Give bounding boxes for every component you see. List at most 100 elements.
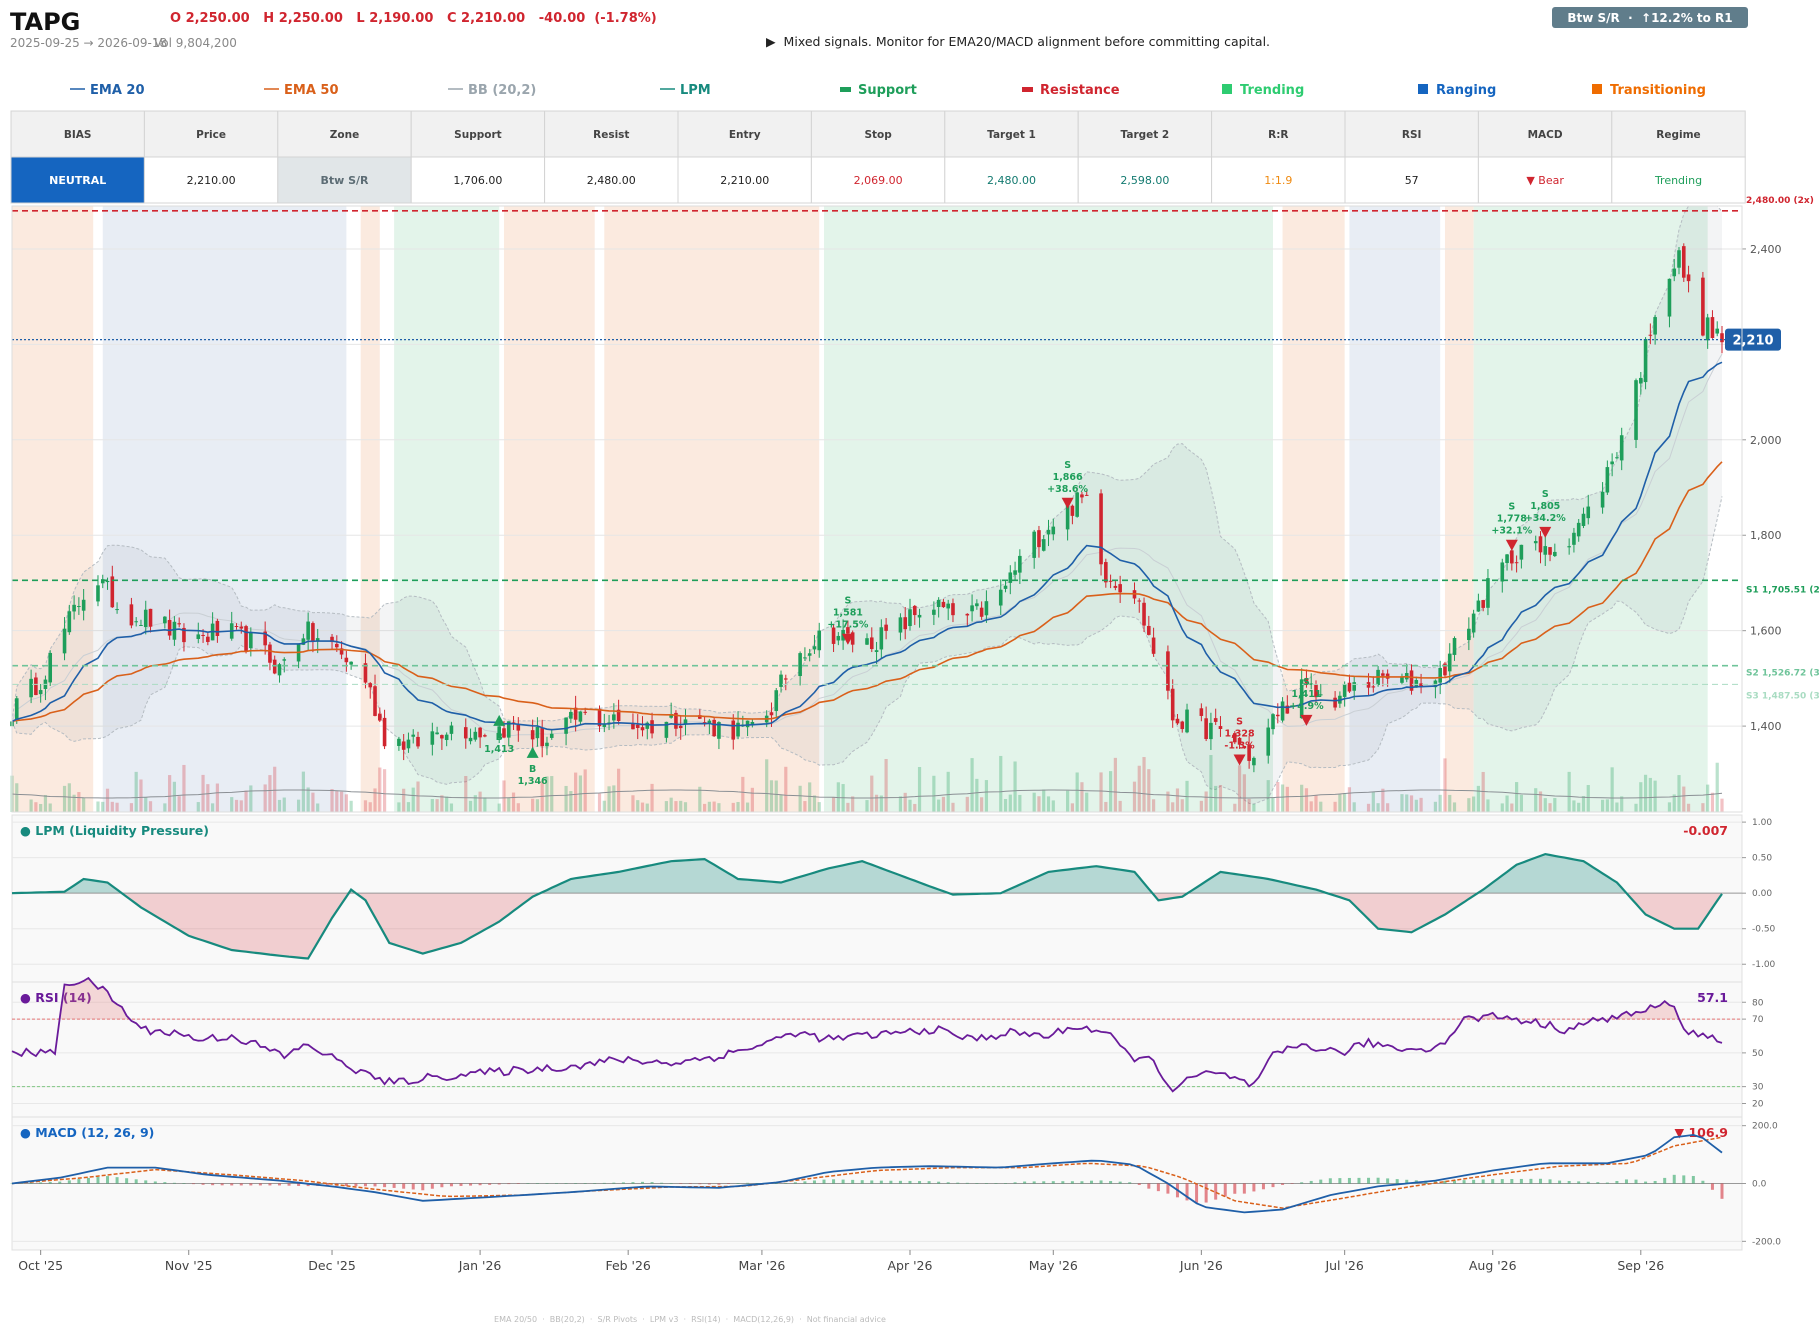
candle — [1638, 372, 1643, 395]
legend-item-trending: Trending — [1222, 83, 1304, 98]
candle — [984, 590, 989, 623]
macd-histogram-bar — [870, 1180, 874, 1184]
legend-item-ranging: Ranging — [1418, 83, 1496, 98]
summary-col-support: Support 1,706.00 — [410, 110, 546, 204]
macd-histogram-bar — [1605, 1182, 1609, 1184]
volume-bar — [612, 785, 616, 812]
macd-panel: 200.00.0-200.0● MACD (12, 26, 9) ▼ 106.9 — [10, 1116, 1781, 1251]
volume-bar — [1519, 794, 1523, 812]
volume-bar — [397, 802, 401, 812]
candle — [478, 727, 482, 749]
macd-histogram-bar — [1023, 1181, 1027, 1184]
macd-histogram-bar — [297, 1183, 301, 1186]
volume-bar — [440, 795, 444, 812]
candle — [1686, 265, 1691, 293]
summary-header-cell — [1077, 110, 1213, 158]
volume-bar — [244, 790, 248, 812]
candle — [640, 716, 645, 737]
macd-histogram-bar — [1300, 1182, 1304, 1184]
volume-bar — [1682, 786, 1686, 812]
volume-bar — [650, 783, 654, 812]
macd-histogram-bar — [1653, 1180, 1657, 1184]
macd-histogram-bar — [698, 1183, 702, 1185]
candle-body — [745, 720, 750, 728]
macd-histogram-bar — [1089, 1180, 1093, 1184]
candle — [1204, 706, 1208, 742]
candle-body — [440, 735, 444, 739]
volume-bar — [645, 803, 649, 812]
volume-bar — [105, 788, 110, 812]
candle-body — [143, 609, 148, 628]
candle-body — [177, 623, 181, 625]
volume-bar — [306, 787, 310, 812]
volume-bar — [1467, 798, 1471, 812]
candle — [1476, 593, 1481, 612]
candle — [506, 721, 511, 747]
candle — [1213, 708, 1218, 725]
candle — [717, 721, 721, 750]
candle — [1318, 683, 1323, 697]
x-tick-label: Aug '26 — [1469, 1258, 1517, 1273]
sell-marker — [1061, 497, 1074, 509]
volume-bar — [1171, 802, 1175, 812]
volume-bar — [917, 766, 922, 812]
volume-bar — [1452, 802, 1457, 812]
macd-histogram-bar — [1701, 1180, 1705, 1184]
candle — [1280, 697, 1285, 723]
volume-bar — [234, 799, 239, 812]
macd-histogram-bar — [555, 1183, 559, 1184]
candle — [516, 717, 521, 742]
candle — [368, 682, 373, 699]
candle-body — [268, 644, 272, 663]
candle — [812, 634, 817, 654]
candle — [1118, 575, 1122, 603]
volume-bar — [435, 799, 439, 812]
volume-bar — [115, 802, 119, 812]
candle — [865, 633, 869, 646]
candle-body — [1185, 709, 1189, 733]
candle — [344, 650, 349, 672]
candle-body — [979, 607, 984, 617]
candle — [215, 618, 220, 643]
candle — [1486, 569, 1490, 616]
x-tick-label: Jan '26 — [458, 1258, 502, 1273]
volume-bar — [1118, 800, 1122, 812]
summary-header-cell — [143, 110, 279, 158]
volume-bar — [72, 794, 76, 812]
volume-bar — [975, 778, 979, 812]
summary-header-label: Zone — [330, 129, 359, 141]
summary-value-label: Trending — [1654, 174, 1702, 187]
candle — [1471, 609, 1476, 638]
volume-bar — [339, 791, 344, 812]
candle-body — [1304, 677, 1309, 684]
summary-header-label: BIAS — [64, 129, 92, 141]
macd-histogram-bar — [583, 1183, 587, 1184]
summary-header-cell — [410, 110, 546, 158]
candle-body — [1586, 506, 1591, 519]
candle-body — [1013, 570, 1017, 575]
candle-body — [1271, 714, 1275, 730]
candle-body — [67, 611, 72, 633]
candle — [1151, 627, 1156, 657]
candle-body — [306, 621, 310, 640]
subpanel-tick-label: 0.0 — [1752, 1180, 1767, 1190]
candle — [874, 641, 879, 664]
candle — [1099, 489, 1103, 576]
macd-histogram-bar — [172, 1182, 176, 1184]
volume-bar — [1175, 788, 1180, 812]
macd-histogram-bar — [459, 1183, 463, 1186]
candle — [1032, 529, 1036, 569]
subpanel-tick-label: 30 — [1752, 1083, 1764, 1093]
candle — [196, 622, 201, 644]
macd-histogram-bar — [1004, 1183, 1008, 1184]
candle — [277, 662, 282, 683]
macd-histogram-bar — [67, 1180, 71, 1184]
candle-body — [1175, 718, 1180, 724]
volume-bar — [550, 776, 554, 812]
legend-item-lpm: LPM — [660, 83, 711, 98]
signal-message: ▶ Mixed signals. Monitor for EMA20/MACD … — [766, 34, 1270, 49]
summary-header-label: Entry — [729, 129, 761, 141]
macd-histogram-bar — [1099, 1180, 1103, 1184]
volume-bar — [1066, 790, 1070, 812]
summary-header-cell — [1611, 110, 1746, 158]
